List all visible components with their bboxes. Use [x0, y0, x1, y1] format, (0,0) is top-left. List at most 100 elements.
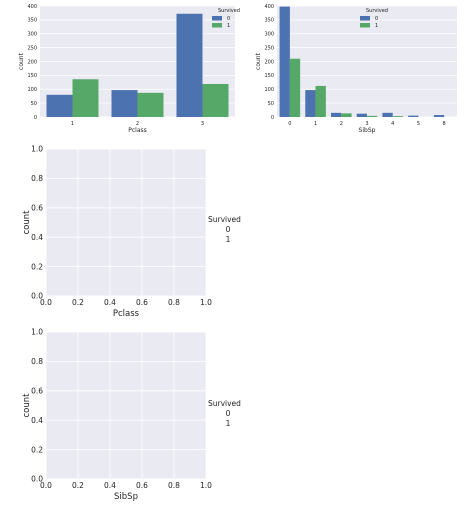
x-tick-label: 0.6	[136, 481, 148, 490]
x-tick-label: 0.8	[168, 298, 180, 307]
x-axis-label: SibSp	[114, 492, 138, 502]
y-axis-label: count	[255, 52, 262, 70]
y-tick-label: 150	[27, 73, 37, 79]
legend-swatch	[212, 23, 222, 28]
bar-2-series-0	[111, 90, 138, 117]
y-tick-label: 50	[268, 101, 274, 107]
x-tick-label: 5	[417, 121, 420, 127]
legend-title: Survived	[208, 399, 241, 408]
legend: Survived 01	[212, 8, 240, 29]
legend-label: 0	[226, 409, 231, 418]
y-axis-label: count	[22, 210, 32, 235]
x-tick-label: 3	[201, 121, 204, 127]
chart-3: 0.0 0.2 0.4 0.6 0.8 1.0 0.0 0.2 0.4 0.6 0.8 1.0 Surv…	[22, 145, 241, 319]
x-axis-label: SibSp	[359, 127, 376, 134]
legend-label: 1	[227, 23, 230, 29]
legend-title: Survived	[366, 8, 388, 14]
bar-0-series-1	[289, 58, 301, 117]
legend-label: 1	[226, 419, 231, 428]
y-tick-label: 0.0	[31, 475, 43, 484]
x-tick-label: 1.0	[200, 298, 212, 307]
y-tick-label: 0	[271, 115, 274, 121]
y-tick-label: 0	[34, 115, 37, 121]
x-axis-label: Pclass	[128, 127, 147, 134]
y-tick-label: 250	[264, 45, 274, 51]
y-tick-label: 0.6	[31, 387, 43, 396]
bar-3-series-0	[176, 13, 203, 118]
bar-3-series-1	[367, 115, 378, 117]
x-tick-label: 1	[314, 121, 317, 127]
legend-label: 0	[227, 16, 230, 22]
chart-4: 0.0 0.2 0.4 0.6 0.8 1.0 0.0 0.2 0.4 0.6 0.8 1.0 Surv…	[22, 328, 241, 502]
y-tick-label: 1.0	[31, 328, 43, 337]
x-tick-label: 3	[365, 121, 368, 127]
x-tick-label: 0.2	[72, 481, 84, 490]
legend: Survived 01	[360, 8, 388, 29]
x-axis-label: Pclass	[113, 309, 140, 319]
bar-3-series-1	[202, 83, 229, 117]
bar-4-series-0	[382, 112, 393, 117]
bar-2-series-1	[137, 92, 164, 117]
plot-background	[46, 149, 206, 296]
bar-1-series-1	[72, 79, 99, 117]
y-tick-label: 0.2	[31, 445, 43, 454]
x-tick-label: 4	[391, 121, 394, 127]
y-tick-label: 300	[264, 32, 274, 38]
y-tick-label: 0.4	[31, 416, 43, 425]
legend-label: 1	[226, 235, 231, 244]
y-tick-label: 300	[27, 32, 37, 38]
y-tick-label: 250	[27, 45, 37, 51]
y-tick-label: 200	[27, 59, 37, 65]
y-tick-label: 50	[31, 101, 37, 107]
x-tick-label: 8	[443, 121, 446, 127]
bar-1-series-0	[46, 94, 73, 117]
legend-title: Survived	[208, 215, 241, 224]
y-tick-label: 100	[27, 87, 37, 93]
bar-2-series-0	[331, 112, 342, 117]
y-tick-label: 0.0	[31, 292, 43, 301]
legend-label: 0	[226, 225, 231, 234]
y-axis-label: count	[22, 393, 32, 418]
y-tick-label: 1.0	[31, 145, 43, 154]
legend-label: 1	[375, 23, 378, 29]
y-tick-label: 200	[264, 59, 274, 65]
y-tick-label: 0.6	[31, 204, 43, 213]
legend-swatch	[360, 23, 370, 28]
y-tick-label: 400	[264, 4, 274, 10]
y-tick-label: 400	[27, 4, 37, 10]
y-tick-label: 0.8	[31, 174, 43, 183]
x-tick-label: 0.4	[104, 298, 116, 307]
x-tick-label: 0.4	[104, 481, 116, 490]
bar-5-series-0	[408, 115, 419, 117]
x-tick-label: 0.0	[40, 298, 52, 307]
bar-2-series-1	[341, 113, 352, 117]
bar-1-series-0	[305, 90, 316, 117]
y-tick-label: 100	[264, 87, 274, 93]
bar-0-series-0	[279, 6, 290, 117]
x-tick-label: 2	[136, 121, 139, 127]
bar-8-series-0	[433, 115, 445, 117]
x-tick-label: 0.2	[72, 298, 84, 307]
legend-title: Survived	[218, 8, 240, 14]
legend-label: 0	[375, 16, 378, 22]
y-tick-label: 350	[27, 18, 37, 24]
x-tick-label: 0.0	[40, 481, 52, 490]
x-tick-label: 0.6	[136, 298, 148, 307]
bar-3-series-0	[356, 113, 367, 117]
y-tick-label: 350	[264, 18, 274, 24]
legend-swatch	[212, 16, 222, 21]
y-tick-label: 0.8	[31, 357, 43, 366]
chart-1: 0 50 100 150 200 250 300 350 400 1 2 3 Survived 01 Pcl…	[18, 4, 240, 134]
y-tick-label: 150	[264, 73, 274, 79]
x-tick-label: 0	[288, 121, 291, 127]
y-tick-label: 0.4	[31, 233, 43, 242]
y-axis-label: count	[18, 52, 25, 70]
plot-background	[46, 332, 206, 479]
bar-1-series-1	[315, 85, 326, 117]
x-tick-label: 0.8	[168, 481, 180, 490]
legend-swatch	[360, 16, 370, 21]
